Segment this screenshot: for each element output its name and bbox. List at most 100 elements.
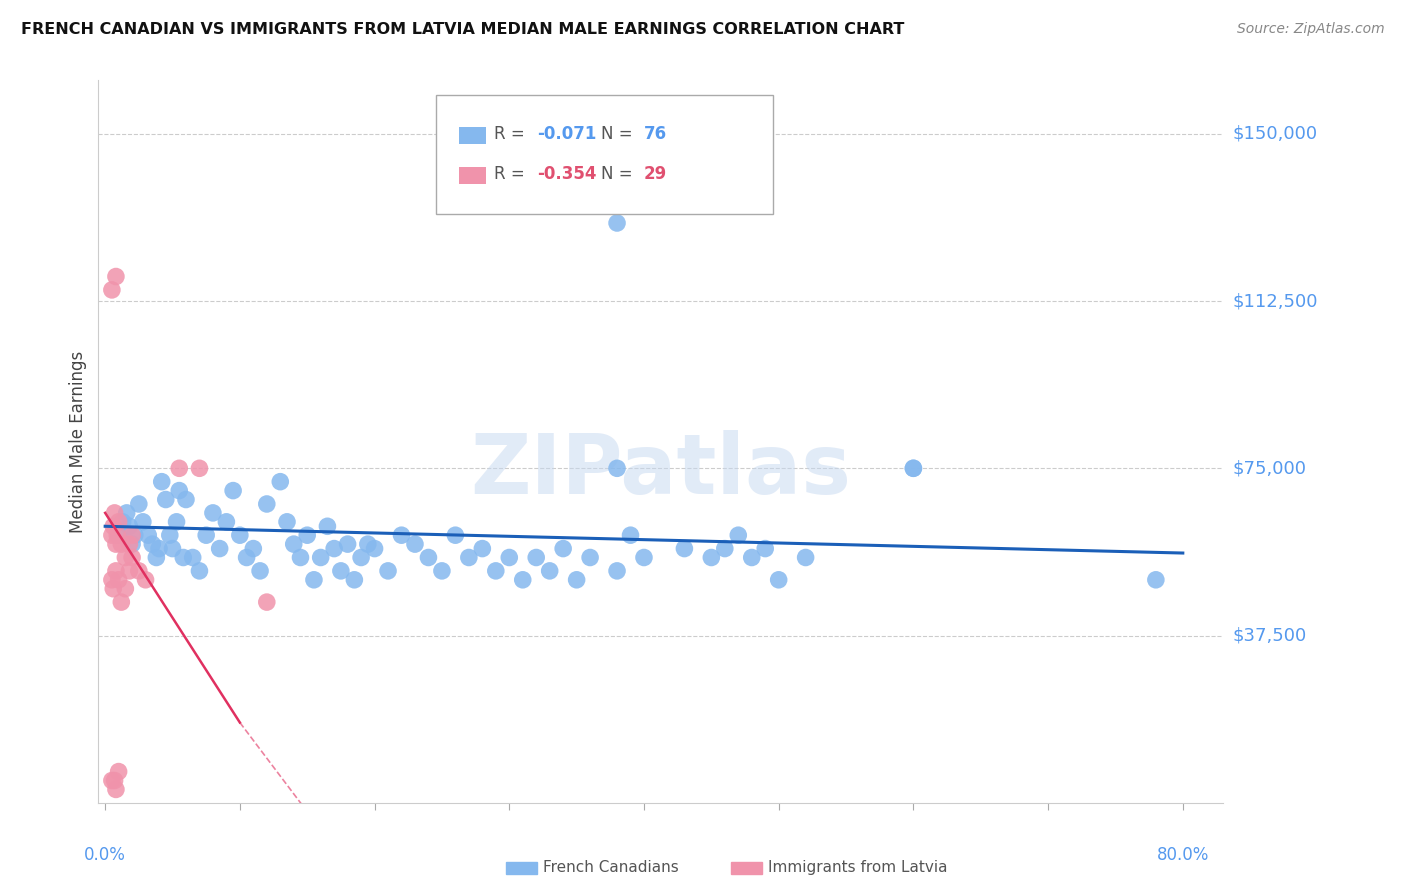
Point	[101, 528, 124, 542]
Point	[471, 541, 494, 556]
Point	[579, 550, 602, 565]
Point	[135, 573, 157, 587]
Point	[121, 537, 143, 551]
Text: R =: R =	[495, 125, 530, 143]
Point	[606, 564, 628, 578]
Point	[457, 550, 479, 565]
FancyBboxPatch shape	[436, 95, 773, 214]
Point	[714, 541, 737, 556]
Point	[167, 461, 190, 475]
Point	[105, 528, 128, 542]
Point	[323, 541, 346, 556]
Point	[114, 582, 136, 596]
Point	[145, 550, 167, 565]
Point	[115, 506, 138, 520]
Text: $112,500: $112,500	[1233, 292, 1319, 310]
Point	[316, 519, 339, 533]
Point	[606, 216, 628, 230]
Text: 80.0%: 80.0%	[1157, 847, 1209, 864]
Point	[553, 541, 575, 556]
Text: -0.071: -0.071	[537, 125, 596, 143]
Point	[363, 541, 385, 556]
Point	[485, 564, 508, 578]
Point	[103, 773, 125, 788]
Point	[283, 537, 305, 551]
Point	[673, 541, 696, 556]
Point	[110, 537, 132, 551]
Point	[118, 537, 141, 551]
Point	[181, 550, 204, 565]
Point	[128, 497, 150, 511]
Point	[524, 550, 547, 565]
Point	[148, 541, 170, 556]
Point	[269, 475, 291, 489]
Point	[700, 550, 723, 565]
Point	[121, 550, 143, 565]
Text: Source: ZipAtlas.com: Source: ZipAtlas.com	[1237, 22, 1385, 37]
Point	[172, 550, 194, 565]
Point	[404, 537, 426, 551]
Text: ZIPatlas: ZIPatlas	[471, 430, 851, 511]
Point	[107, 573, 129, 587]
Point	[101, 773, 124, 788]
Point	[727, 528, 749, 542]
Point	[235, 550, 257, 565]
Text: N =: N =	[602, 165, 638, 183]
Point	[512, 573, 534, 587]
Point	[754, 541, 776, 556]
Point	[633, 550, 655, 565]
Point	[159, 528, 181, 542]
Text: $150,000: $150,000	[1233, 125, 1317, 143]
Point	[155, 492, 177, 507]
Point	[498, 550, 520, 565]
Point	[903, 461, 925, 475]
Text: 29: 29	[644, 165, 668, 183]
Point	[101, 573, 124, 587]
Point	[104, 537, 127, 551]
Point	[110, 595, 132, 609]
Text: N =: N =	[602, 125, 638, 143]
Point	[215, 515, 238, 529]
Point	[249, 564, 271, 578]
Point	[903, 461, 925, 475]
Text: R =: R =	[495, 165, 530, 183]
Text: -0.354: -0.354	[537, 165, 596, 183]
Point	[195, 528, 218, 542]
Point	[118, 519, 141, 533]
Point	[538, 564, 561, 578]
Point	[111, 515, 134, 529]
Point	[391, 528, 413, 542]
Point	[107, 515, 129, 529]
Point	[103, 506, 125, 520]
Point	[565, 573, 588, 587]
Point	[136, 528, 159, 542]
Point	[350, 550, 373, 565]
Text: FRENCH CANADIAN VS IMMIGRANTS FROM LATVIA MEDIAN MALE EARNINGS CORRELATION CHART: FRENCH CANADIAN VS IMMIGRANTS FROM LATVI…	[21, 22, 904, 37]
FancyBboxPatch shape	[460, 127, 486, 144]
Point	[336, 537, 359, 551]
Point	[343, 573, 366, 587]
Point	[188, 461, 211, 475]
Point	[208, 541, 231, 556]
Point	[118, 564, 141, 578]
Point	[174, 492, 197, 507]
Text: Immigrants from Latvia: Immigrants from Latvia	[768, 861, 948, 875]
Point	[794, 550, 817, 565]
Point	[201, 506, 224, 520]
Point	[104, 269, 127, 284]
Point	[132, 515, 155, 529]
FancyBboxPatch shape	[460, 167, 486, 185]
Point	[430, 564, 453, 578]
Text: $37,500: $37,500	[1233, 626, 1308, 645]
Point	[302, 573, 325, 587]
Point	[329, 564, 352, 578]
Point	[141, 537, 163, 551]
Point	[107, 528, 129, 542]
Point	[124, 528, 146, 542]
Point	[357, 537, 380, 551]
Point	[128, 564, 150, 578]
Text: French Canadians: French Canadians	[543, 861, 679, 875]
Point	[619, 528, 641, 542]
Point	[222, 483, 245, 498]
Point	[741, 550, 763, 565]
